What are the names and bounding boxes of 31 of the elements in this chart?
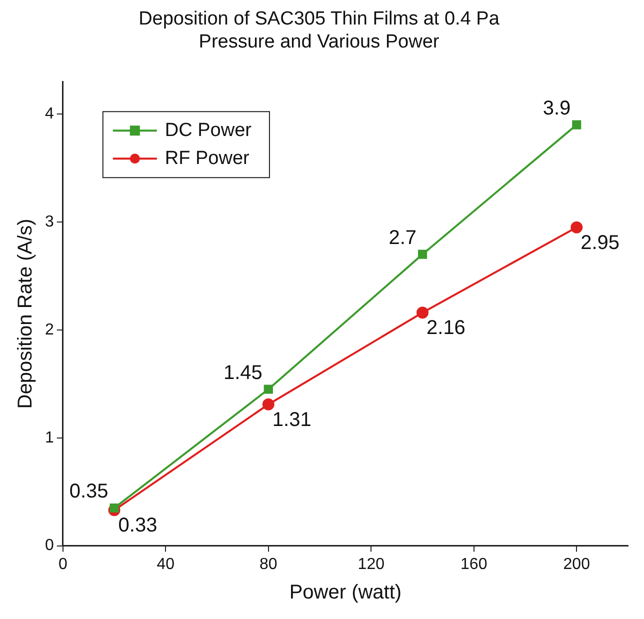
y-tick-label: 4 bbox=[44, 105, 54, 122]
y-tick-label: 2 bbox=[44, 321, 54, 338]
data-label: 0.35 bbox=[69, 480, 108, 503]
y-axis-title: Deposition Rate (A/s) bbox=[14, 218, 37, 409]
data-label: 1.45 bbox=[223, 362, 262, 384]
point bbox=[110, 503, 119, 513]
x-tick-label: 0 bbox=[58, 556, 68, 573]
x-tick-label: 120 bbox=[358, 556, 385, 573]
data-label: 3.9 bbox=[542, 97, 571, 120]
data-label: 2.7 bbox=[388, 226, 417, 249]
legend-label: DC Power bbox=[164, 120, 252, 141]
x-tick-label: 200 bbox=[563, 556, 590, 573]
y-tick-label: 3 bbox=[44, 213, 54, 230]
x-tick-label: 160 bbox=[460, 556, 488, 573]
point bbox=[262, 398, 274, 410]
chart-title: Deposition of SAC305 Thin Films at 0.4 Pa Pressure and Various Power bbox=[138, 8, 500, 52]
x-axis-title: Power (watt) bbox=[289, 582, 402, 604]
point bbox=[572, 120, 582, 130]
data-label: 2.16 bbox=[426, 317, 466, 340]
point bbox=[570, 221, 583, 234]
point bbox=[418, 250, 428, 259]
x-tick-label: 80 bbox=[259, 556, 278, 573]
y-tick-label: 0 bbox=[44, 537, 54, 554]
point bbox=[416, 306, 429, 319]
data-label: 2.95 bbox=[580, 232, 620, 254]
legend-label: RF Power bbox=[164, 148, 250, 169]
x-tick-label: 40 bbox=[156, 556, 175, 573]
point bbox=[264, 384, 273, 394]
data-label: 1.31 bbox=[272, 408, 312, 431]
data-label: 0.33 bbox=[118, 514, 158, 537]
y-tick-label: 1 bbox=[44, 429, 54, 446]
